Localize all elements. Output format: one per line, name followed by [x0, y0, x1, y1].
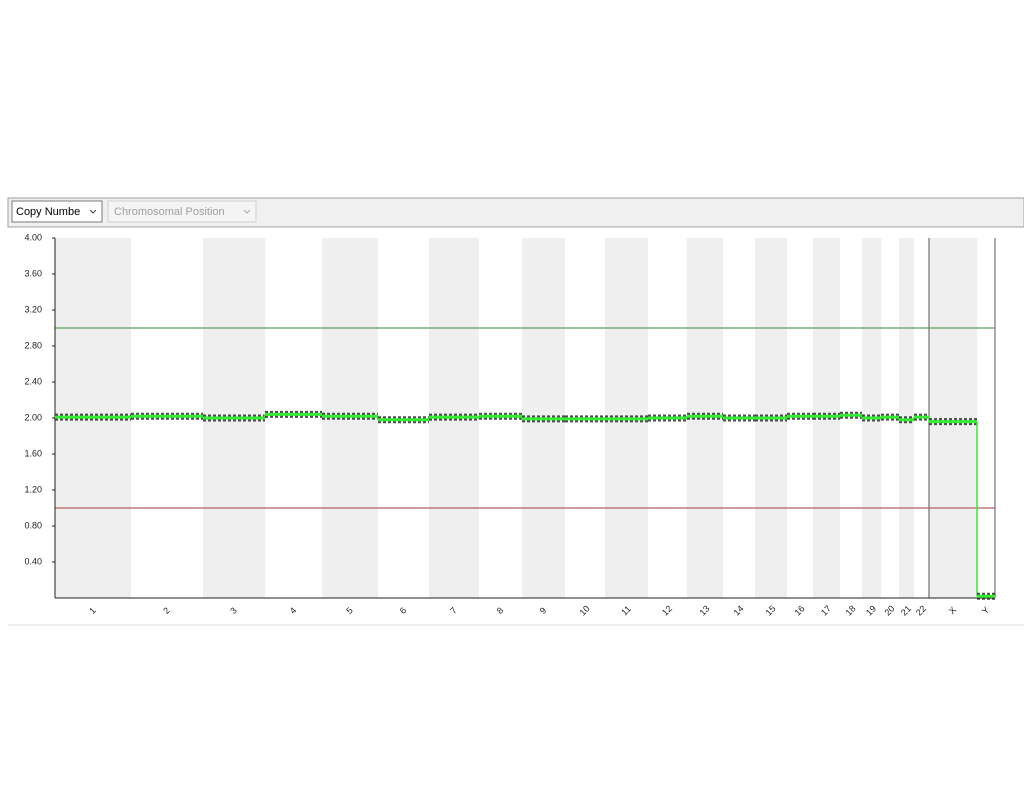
x-tick-label: 12	[660, 603, 674, 617]
y-tick-label: 2.00	[24, 412, 42, 422]
x-tick-label: 6	[398, 605, 409, 616]
x-tick-label: 10	[577, 603, 591, 617]
dropdown-label[interactable]: Copy Numbe	[16, 206, 80, 218]
x-tick-label: 19	[864, 603, 878, 617]
y-tick-label: 0.40	[24, 556, 42, 566]
y-tick-label: 1.60	[24, 448, 42, 458]
x-tick-label: Y	[980, 605, 991, 616]
x-tick-label: 21	[899, 603, 913, 617]
x-tick-label: 8	[495, 605, 506, 616]
x-tick-label: 16	[792, 603, 806, 617]
y-tick-label: 2.40	[24, 376, 42, 386]
y-tick-label: 2.80	[24, 340, 42, 350]
x-tick-label: 13	[697, 603, 711, 617]
x-tick-label: X	[947, 605, 958, 616]
x-tick-label: 2	[161, 605, 172, 616]
x-tick-label: 11	[619, 604, 633, 618]
dropdown[interactable]: Copy Numbe	[11, 200, 103, 223]
x-tick-label: 20	[882, 603, 896, 617]
chromosome-band	[929, 238, 977, 598]
x-tick-label: 1	[87, 605, 98, 616]
y-tick-label: 0.80	[24, 520, 42, 530]
y-tick-label: 3.60	[24, 268, 42, 278]
y-tick-label: 3.20	[24, 304, 42, 314]
x-tick-label: 9	[538, 605, 549, 616]
x-tick-label: 4	[288, 605, 299, 616]
x-tick-label: 7	[448, 605, 459, 616]
x-tick-label: 14	[731, 603, 745, 617]
y-tick-label: 4.00	[24, 232, 42, 242]
dropdown-label[interactable]: Chromosomal Position	[114, 206, 225, 218]
x-tick-label: 15	[763, 603, 777, 617]
x-tick-label: 22	[914, 603, 928, 617]
y-tick-label: 1.20	[24, 484, 42, 494]
x-tick-label: 5	[344, 605, 355, 616]
chart: 0.40 0.80 1.20 1.60 2.00 2.40 2.80 3.20 3.60 4.00…	[24, 232, 996, 618]
dropdown[interactable]: Chromosomal Position	[107, 200, 257, 223]
x-tick-label: 17	[819, 603, 833, 617]
x-tick-label: 18	[843, 603, 857, 617]
x-tick-label: 3	[228, 605, 239, 616]
